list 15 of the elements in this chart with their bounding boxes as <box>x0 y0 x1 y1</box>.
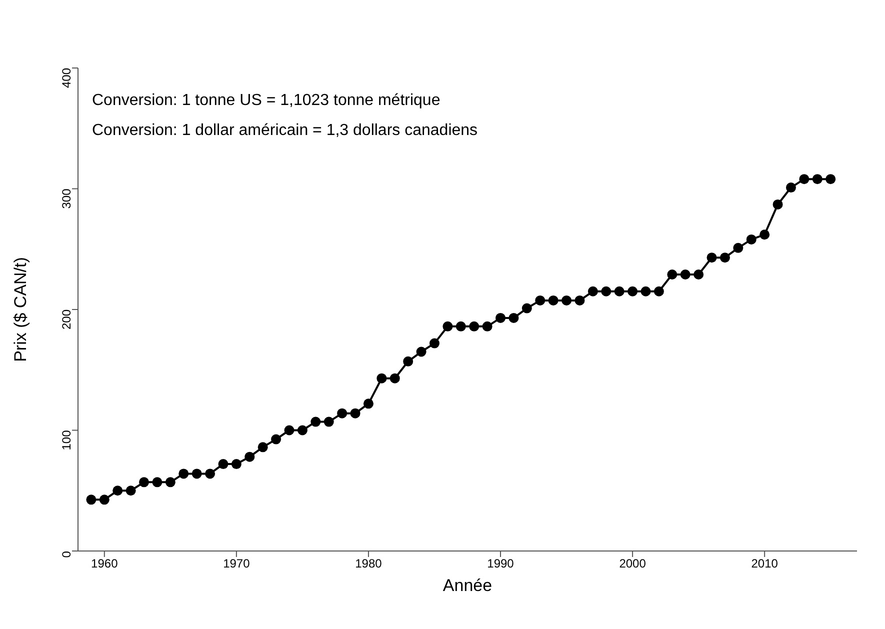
x-tick-label: 2010 <box>751 556 778 571</box>
x-tick-label: 1980 <box>355 556 382 571</box>
y-tick-label: 100 <box>59 430 74 450</box>
y-tick-label: 200 <box>59 309 74 330</box>
x-axis-title: Année <box>442 576 492 595</box>
x-tick-label: 1960 <box>91 556 118 571</box>
x-tick-label: 1990 <box>487 556 514 571</box>
x-tick-label: 1970 <box>223 556 250 571</box>
y-axis-title: Prix ($ CAN/t) <box>11 257 30 362</box>
x-tick-label: 2000 <box>619 556 646 571</box>
annotation: Conversion: 1 dollar américain = 1,3 dollars canadiens <box>92 122 478 140</box>
y-tick-label: 300 <box>59 188 74 209</box>
annotation: Conversion: 1 tonne US = 1,1023 tonne métrique <box>92 92 440 110</box>
y-tick-label: 0 <box>59 550 74 558</box>
y-tick-label: 400 <box>59 68 74 88</box>
